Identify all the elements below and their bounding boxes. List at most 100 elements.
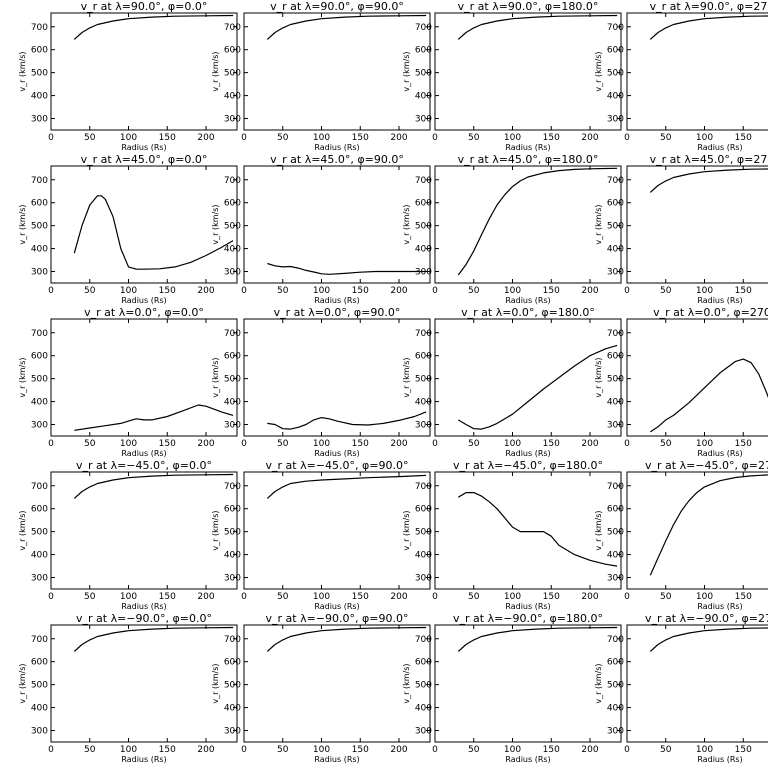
y-tick-label: 500: [415, 222, 432, 232]
y-tick-label: 300: [415, 574, 432, 584]
x-tick-label: 50: [277, 439, 289, 449]
x-tick-label: 0: [432, 745, 438, 755]
x-tick-label: 100: [313, 133, 330, 143]
data-line: [74, 404, 234, 431]
y-tick-label: 600: [224, 505, 241, 515]
chart-panel: v_r at λ=0.0°, φ=90.0° 0 50 100 150 200 300 400…: [211, 306, 431, 458]
x-tick-label: 100: [696, 592, 713, 602]
x-tick-label: 200: [581, 439, 598, 449]
y-tick-label: 400: [224, 245, 241, 255]
y-tick-label: 400: [31, 92, 48, 102]
x-tick-label: 150: [159, 286, 176, 296]
data-line: [457, 626, 618, 652]
x-tick-label: 0: [48, 439, 54, 449]
y-tick-label: 400: [31, 245, 48, 255]
chart-panel: v_r at λ=−45.0°, φ=270.0°050100150200300…: [594, 459, 768, 611]
x-tick-label: 50: [277, 745, 289, 755]
y-tick-label: 300: [224, 574, 241, 584]
x-tick-label: 0: [432, 439, 438, 449]
x-tick-label: 200: [581, 745, 598, 755]
x-tick-label: 150: [352, 592, 369, 602]
data-line: [266, 626, 427, 652]
plot-frame: [50, 318, 238, 437]
y-tick-label: 400: [607, 92, 624, 102]
data-line: [457, 492, 618, 567]
chart-panel: v_r at λ=45.0°, φ=180.0° 0 50 100 150 200 300 4…: [402, 153, 622, 305]
x-axis-label: Radius (Rs): [505, 449, 550, 458]
y-tick-label: 300: [31, 115, 48, 125]
y-tick-label: 700: [607, 635, 624, 645]
y-tick-label: 300: [607, 115, 624, 125]
chart-panel: v_r at λ=0.0°, φ=270.0°05010015020030040…: [594, 306, 768, 458]
y-axis-label: v_r (km/s): [18, 663, 27, 703]
plot-frame: [626, 165, 768, 284]
plot-frame: [243, 165, 431, 284]
x-tick-label: 150: [543, 133, 560, 143]
y-tick-label: 600: [607, 658, 624, 668]
y-axis-label: v_r (km/s): [594, 204, 603, 244]
x-tick-label: 100: [696, 133, 713, 143]
x-tick-label: 100: [696, 286, 713, 296]
y-tick-label: 500: [31, 681, 48, 691]
x-axis-label: Radius (Rs): [505, 143, 550, 152]
x-tick-label: 200: [581, 592, 598, 602]
y-tick-label: 600: [415, 46, 432, 56]
x-tick-label: 50: [468, 592, 480, 602]
plot-frame: [434, 165, 622, 284]
y-tick-label: 500: [224, 222, 241, 232]
chart-panel: v_r at λ=−90.0°, φ=90.0° 0 50 100 150 200 300 4…: [211, 612, 431, 764]
y-tick-label: 300: [31, 421, 48, 431]
panel-title: v_r at λ=−45.0°, φ=270.0°: [645, 459, 768, 472]
x-axis-label: Radius (Rs): [121, 602, 166, 611]
plot-frame: [626, 318, 768, 437]
x-tick-label: 100: [504, 592, 521, 602]
y-tick-label: 500: [415, 528, 432, 538]
y-tick-label: 700: [415, 482, 432, 492]
chart-panel: v_r at λ=90.0°, φ=0.0° 0 50 100 150 200 300 400…: [18, 0, 238, 152]
plot-frame: [50, 624, 238, 743]
x-axis-label: Radius (Rs): [697, 755, 742, 764]
y-tick-label: 300: [224, 115, 241, 125]
y-tick-label: 500: [415, 69, 432, 79]
x-tick-label: 0: [48, 592, 54, 602]
x-tick-label: 150: [735, 745, 752, 755]
x-tick-label: 100: [120, 745, 137, 755]
y-tick-label: 700: [31, 176, 48, 186]
x-tick-label: 50: [660, 745, 672, 755]
panel-title: v_r at λ=−90.0°, φ=90.0°: [266, 612, 409, 625]
y-tick-label: 700: [224, 176, 241, 186]
x-tick-label: 100: [504, 439, 521, 449]
x-axis-label: Radius (Rs): [314, 296, 359, 305]
x-tick-label: 50: [277, 133, 289, 143]
chart-panel: v_r at λ=0.0°, φ=180.0° 0 50 100 150 200 300 40…: [402, 306, 622, 458]
x-tick-label: 150: [352, 286, 369, 296]
y-tick-label: 700: [415, 176, 432, 186]
x-axis-label: Radius (Rs): [314, 602, 359, 611]
y-axis-label: v_r (km/s): [18, 357, 27, 397]
y-tick-label: 300: [607, 268, 624, 278]
y-tick-label: 600: [224, 658, 241, 668]
x-tick-label: 150: [159, 745, 176, 755]
y-tick-label: 500: [224, 681, 241, 691]
panel-title: v_r at λ=−45.0°, φ=180.0°: [453, 459, 603, 472]
y-tick-label: 600: [224, 352, 241, 362]
panel-title: v_r at λ=−45.0°, φ=0.0°: [76, 459, 212, 472]
data-line: [73, 14, 234, 40]
x-tick-label: 50: [660, 592, 672, 602]
x-tick-label: 200: [197, 133, 214, 143]
x-tick-label: 0: [624, 286, 630, 296]
x-tick-label: 200: [390, 286, 407, 296]
y-tick-label: 400: [224, 92, 241, 102]
x-tick-label: 50: [468, 745, 480, 755]
panel-title: v_r at λ=−45.0°, φ=90.0°: [266, 459, 409, 472]
x-tick-label: 0: [432, 286, 438, 296]
data-line: [267, 262, 427, 275]
y-axis-label: v_r (km/s): [402, 51, 411, 91]
panel-title: v_r at λ=90.0°, φ=90.0°: [270, 0, 404, 13]
panel-title: v_r at λ=−90.0°, φ=180.0°: [453, 612, 603, 625]
x-tick-label: 100: [313, 592, 330, 602]
x-tick-label: 0: [48, 133, 54, 143]
data-line: [649, 627, 768, 652]
x-tick-label: 50: [84, 286, 96, 296]
